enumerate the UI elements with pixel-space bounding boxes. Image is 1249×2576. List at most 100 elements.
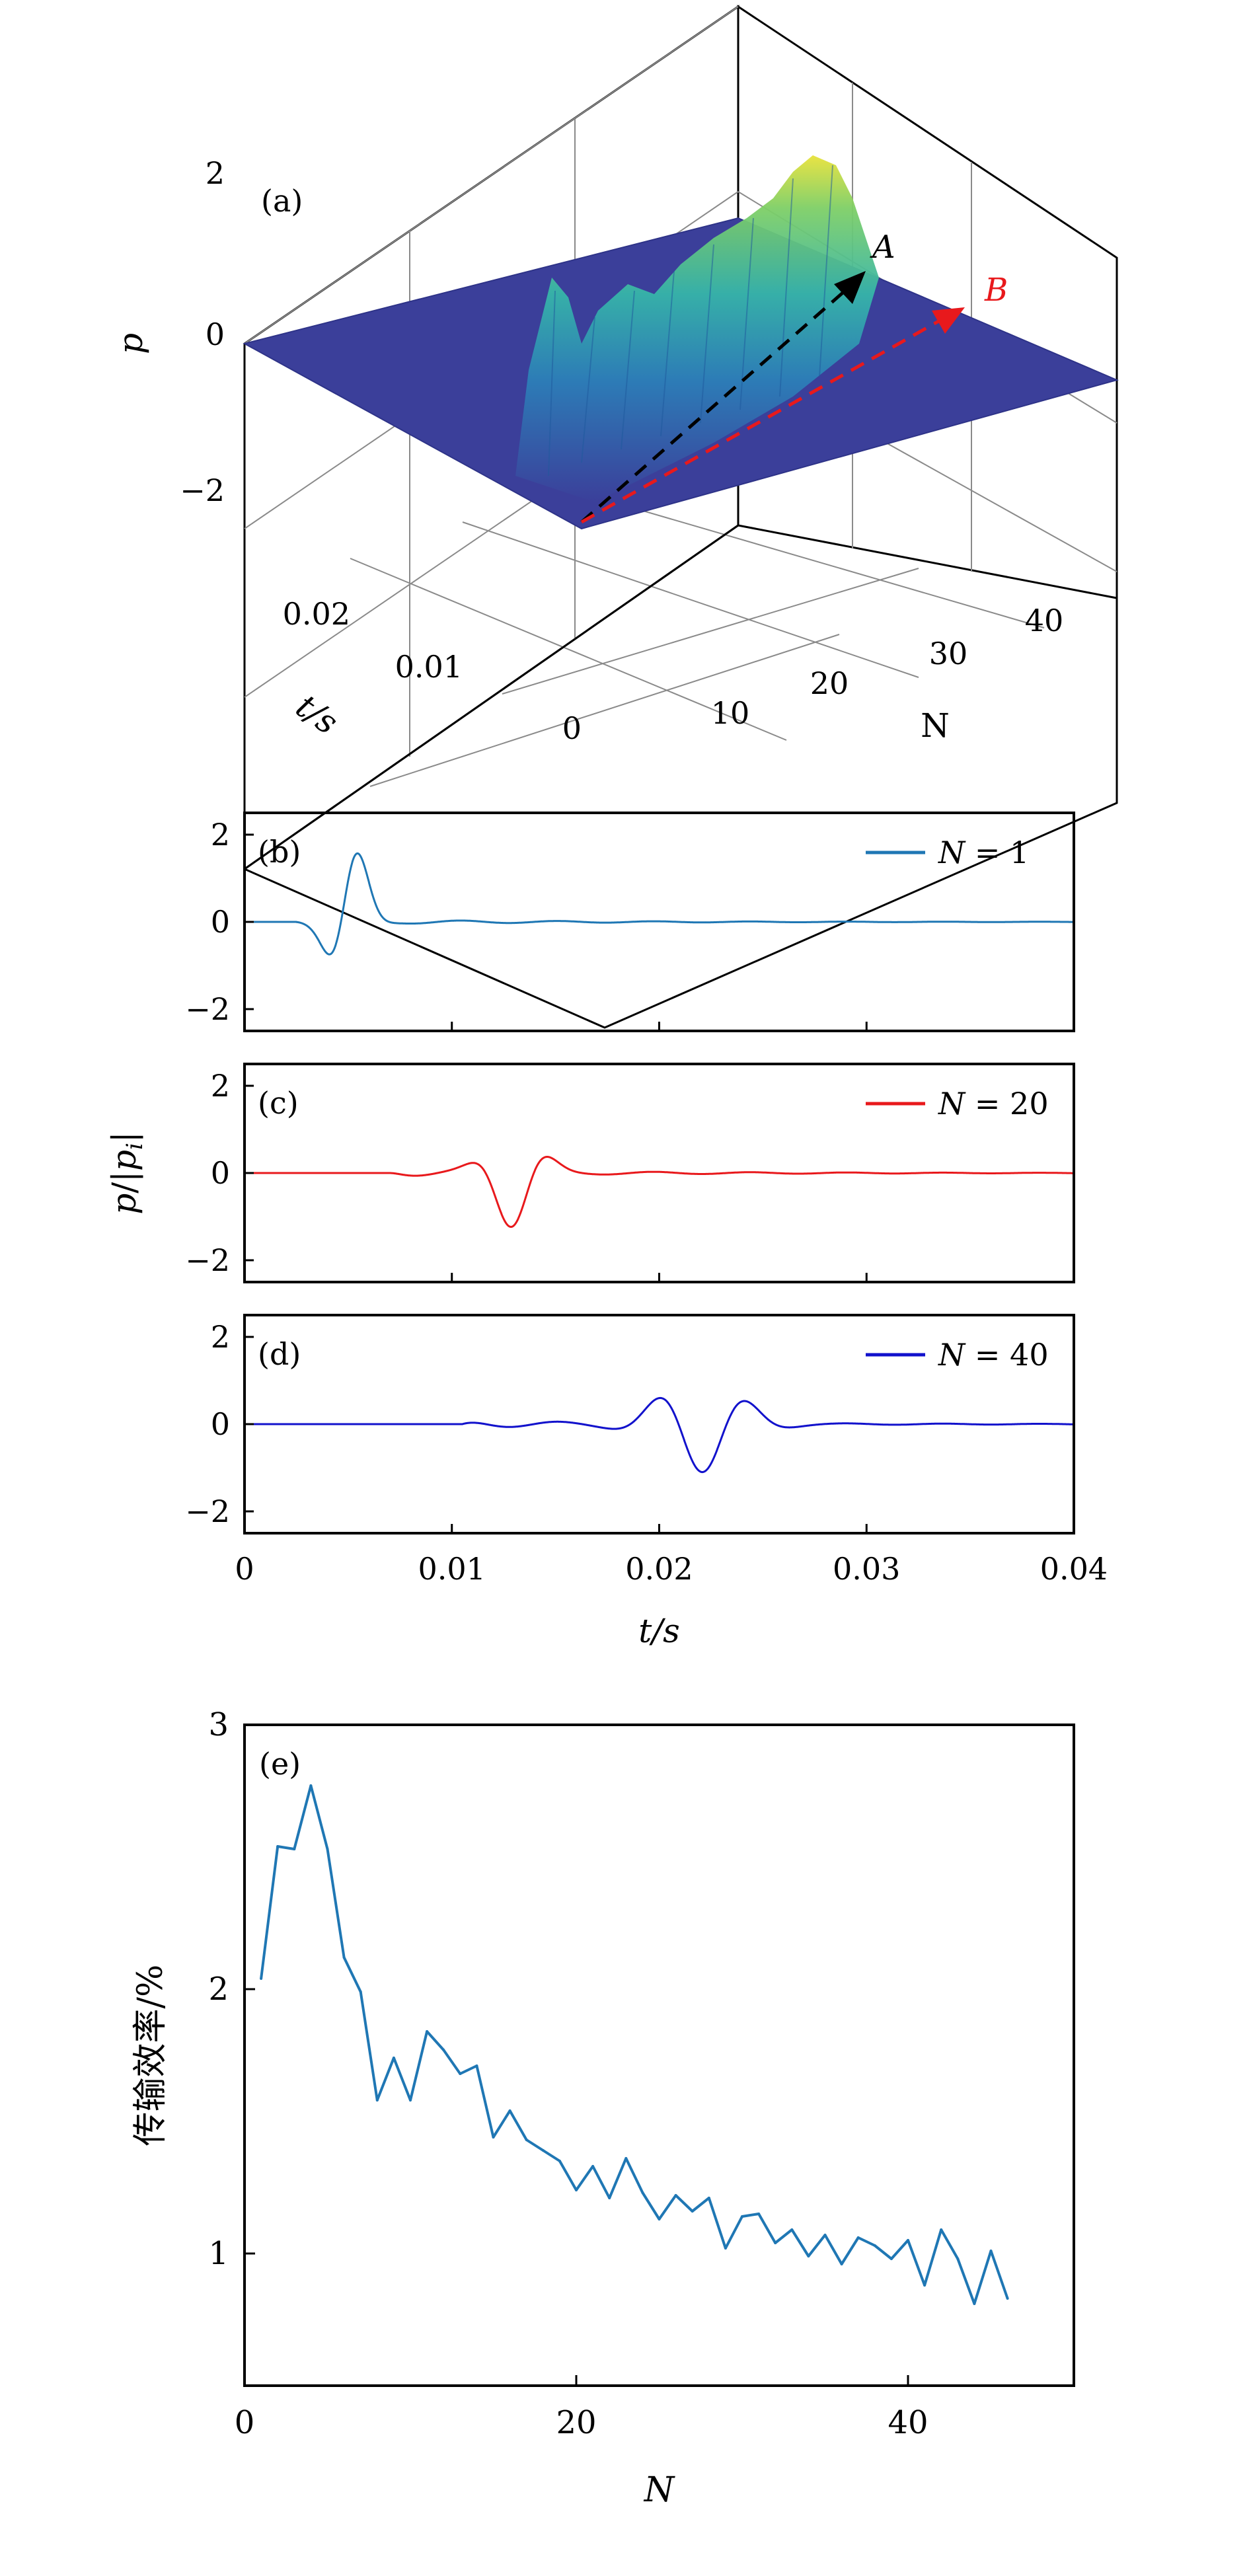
panel-a-n-tick: 10 bbox=[711, 695, 750, 731]
panel-a-z-label: p bbox=[112, 333, 150, 354]
efficiency-data-point bbox=[757, 2213, 761, 2215]
efficiency-series-line bbox=[260, 1784, 1009, 2305]
efficiency-data-point bbox=[326, 1848, 329, 1850]
efficiency-data-point bbox=[741, 2215, 743, 2218]
efficiency-data-point bbox=[624, 2157, 628, 2160]
panel-a-n-ticks: 10 20 30 40 bbox=[711, 603, 1064, 731]
panel-a-arrow-a bbox=[580, 283, 854, 523]
efficiency-data-point bbox=[409, 2099, 412, 2102]
x-axis-label: N bbox=[643, 2470, 675, 2510]
x-tick-label: 0.01 bbox=[418, 1551, 486, 1587]
efficiency-data-point bbox=[359, 1990, 362, 1993]
waveform-series-line bbox=[245, 1156, 1074, 1228]
efficiency-data-point bbox=[707, 2197, 710, 2199]
panel-b-waveform: 2 0 −2 (b) N = 1 bbox=[185, 812, 1075, 1032]
panel-a-arrow-b-head bbox=[932, 307, 965, 334]
panel-a-label: (a) bbox=[261, 183, 303, 219]
panel-a-n-tick: 30 bbox=[929, 636, 968, 671]
plot-frame bbox=[243, 1724, 1075, 2387]
x-tick-label: 0 bbox=[235, 1551, 254, 1587]
efficiency-data-point bbox=[591, 2165, 595, 2168]
panel-a-z-tick: 2 bbox=[206, 155, 225, 191]
legend-equals: = bbox=[965, 835, 1010, 870]
efficiency-data-point bbox=[658, 2218, 661, 2220]
efficiency-data-point bbox=[907, 2239, 909, 2242]
x-tick-label: 40 bbox=[888, 2404, 928, 2441]
panel-label: (d) bbox=[258, 1336, 301, 1372]
panel-a-n-label: N bbox=[921, 706, 950, 745]
waveform-shared-ylabel: p/|pi| bbox=[105, 1131, 148, 1214]
panel-a-t-tick: 0.01 bbox=[395, 649, 463, 685]
panel-a-surface-plot: A B (a) −2 0 2 p 0 0.01 0.02 t/s 10 20 3… bbox=[112, 5, 1119, 1029]
y-tick-label: 2 bbox=[211, 1319, 230, 1355]
panel-label: (b) bbox=[258, 834, 301, 870]
legend-label: N = 20 bbox=[938, 1086, 1049, 1121]
y-tick-label: −2 bbox=[185, 1494, 230, 1529]
y-tick-label: 0 bbox=[211, 1155, 230, 1191]
y-axis-label: 传输效率/% bbox=[131, 1965, 170, 2146]
efficiency-data-point bbox=[889, 2257, 893, 2260]
panel-a-z-tick: 0 bbox=[206, 317, 225, 352]
efficiency-data-point bbox=[856, 2236, 860, 2239]
efficiency-data-point bbox=[724, 2247, 727, 2250]
efficiency-data-point bbox=[956, 2257, 960, 2260]
efficiency-data-point bbox=[973, 2302, 976, 2305]
panel-a-n-tick: 20 bbox=[810, 665, 849, 701]
legend-value: 40 bbox=[1010, 1337, 1049, 1373]
panel-a-surface-ridge bbox=[515, 155, 879, 502]
efficiency-data-point bbox=[873, 2244, 876, 2247]
panel-label: (e) bbox=[259, 1746, 301, 1782]
legend-label: N = 1 bbox=[938, 835, 1029, 870]
waveform-series-line bbox=[245, 1396, 1074, 1474]
efficiency-data-point bbox=[774, 2242, 777, 2244]
panel-a-t-ticks: 0 0.01 0.02 bbox=[283, 596, 582, 746]
efficiency-data-point bbox=[475, 2065, 478, 2067]
panel-a-n-tick: 40 bbox=[1025, 603, 1064, 638]
efficiency-data-point bbox=[575, 2189, 578, 2191]
panel-a-arrow-a-label: A bbox=[870, 229, 895, 266]
efficiency-data-point bbox=[923, 2284, 927, 2287]
efficiency-data-point bbox=[508, 2109, 511, 2112]
efficiency-data-point bbox=[641, 2191, 644, 2194]
legend-variable: N bbox=[938, 1337, 966, 1373]
efficiency-data-point bbox=[276, 1845, 280, 1848]
legend-label: N = 40 bbox=[938, 1337, 1049, 1373]
efficiency-data-point bbox=[426, 2030, 429, 2033]
x-tick-label: 0 bbox=[235, 2404, 255, 2441]
y-tick-label: 0 bbox=[211, 1406, 230, 1442]
x-tick-label: 0.03 bbox=[833, 1551, 900, 1587]
efficiency-data-point bbox=[442, 2049, 445, 2051]
x-tick-label: 20 bbox=[556, 2404, 596, 2441]
panel-c-waveform: 20−2(c) N = 20 bbox=[185, 1063, 1075, 1283]
panel-d-waveform: 20−2(d) N = 400 0.01 0.02 0.03 0.04t/s bbox=[185, 1314, 1108, 1650]
efficiency-data-point bbox=[790, 2228, 794, 2231]
panel-a-t-tick: 0 bbox=[562, 710, 582, 746]
legend-value: 20 bbox=[1010, 1086, 1049, 1121]
efficiency-data-point bbox=[392, 2057, 395, 2059]
efficiency-data-point bbox=[940, 2228, 943, 2231]
efficiency-data-point bbox=[608, 2197, 611, 2199]
panel-label: (c) bbox=[258, 1085, 299, 1121]
panel-a-floor-outline bbox=[244, 598, 1118, 1029]
efficiency-data-point bbox=[342, 1956, 346, 1959]
panel-a-z-ticks: −2 0 2 bbox=[180, 155, 225, 508]
y-tick-label: 3 bbox=[208, 1706, 229, 1743]
y-tick-label: 2 bbox=[211, 1068, 230, 1104]
efficiency-data-point bbox=[558, 2160, 561, 2162]
x-tick-label: 0.02 bbox=[625, 1551, 693, 1587]
y-tick-label: 1 bbox=[208, 2235, 229, 2272]
legend-variable: N bbox=[938, 835, 966, 870]
efficiency-data-point bbox=[541, 2149, 545, 2152]
efficiency-data-point bbox=[691, 2210, 694, 2213]
efficiency-data-point bbox=[492, 2136, 495, 2139]
legend-equals: = bbox=[965, 1086, 1010, 1121]
y-tick-label: 0 bbox=[211, 904, 230, 940]
panel-e-efficiency-plot: 1 2 3 0 20 40 (e) N 传输效率/% bbox=[131, 1706, 1075, 2510]
legend-variable: N bbox=[938, 1086, 966, 1121]
x-axis-label: t/s bbox=[638, 1612, 680, 1650]
y-tick-label: 2 bbox=[208, 1971, 229, 2008]
efficiency-data-point bbox=[375, 2099, 379, 2102]
efficiency-data-point bbox=[525, 2139, 528, 2141]
panel-a-ridge-hatching bbox=[548, 165, 833, 476]
